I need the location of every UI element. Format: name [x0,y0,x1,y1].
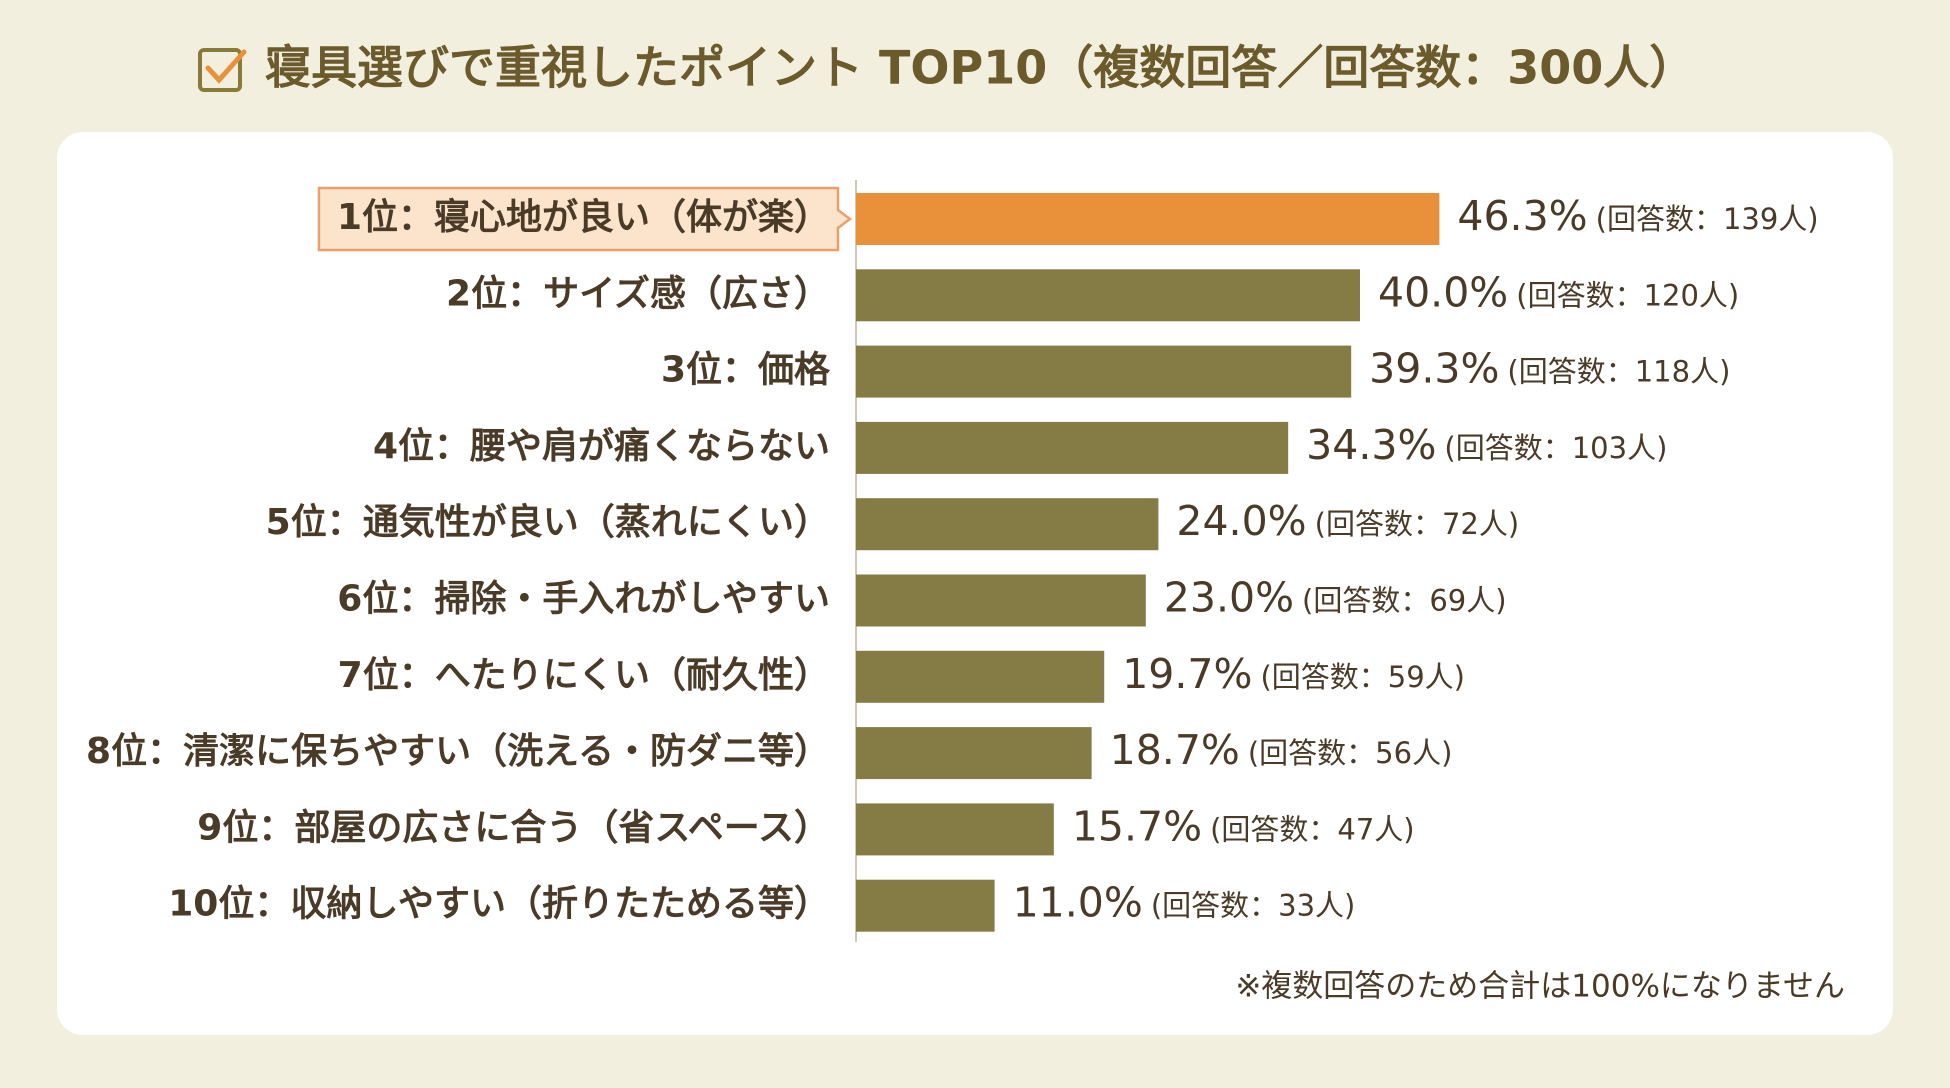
category-label: 7位：へたりにくい（耐久性） [338,655,830,696]
value-label: 24.0% [1176,497,1306,545]
value-label: 18.7% [1110,726,1240,774]
category-label: 3位：価格 [661,350,831,391]
value-label: 19.7% [1122,650,1252,698]
category-label: 1位：寝心地が良い（体が楽） [337,196,830,238]
bar [856,345,1352,398]
category-label: 8位：清潔に保ちやすい（洗える・防ダニ等） [86,731,830,772]
count-label: (回答数：72人) [1315,507,1520,541]
value-label: 15.7% [1072,802,1202,850]
highlight-box [317,186,853,252]
footnote: ※複数回答のため合計は100%になりません [1235,969,1845,1005]
chart-title: 寝具選びで重視したポイント TOP10（複数回答／回答数：300人） [265,41,1695,95]
value-label: 46.3% [1457,192,1587,240]
value-label: 34.3% [1306,421,1436,469]
count-label: (回答数：47人) [1210,812,1415,846]
bar [856,727,1092,780]
check-icon [198,48,247,92]
count-label: (回答数：118人) [1507,355,1730,389]
category-label: 4位：腰や肩が痛くならない [373,425,830,467]
count-label: (回答数：59人) [1260,660,1465,694]
category-label: 5位：通気性が良い（蒸れにくい） [266,502,830,543]
bar [856,574,1146,627]
count-label: (回答数：69人) [1302,584,1507,618]
count-label: (回答数：56人) [1248,736,1453,770]
bar [856,193,1440,245]
category-label: 6位：掃除・手入れがしやすい [337,579,830,620]
bar [856,879,995,932]
value-label: 11.0% [1013,879,1143,927]
bar [856,498,1159,551]
category-label: 10位：収納しやすい（折りたためる等） [168,884,830,925]
bar [856,269,1360,322]
category-label: 2位：サイズ感（広さ） [446,272,830,314]
count-label: (回答数：103人) [1444,431,1667,465]
category-label: 9位：部屋の広さに合う（省スペース） [197,807,830,848]
count-label: (回答数：139人) [1596,202,1819,236]
bar [856,421,1289,474]
value-label: 40.0% [1378,268,1508,316]
value-label: 23.0% [1164,574,1294,622]
count-label: (回答数：33人) [1151,889,1356,923]
bar [856,650,1105,703]
bar [856,803,1054,856]
value-label: 39.3% [1369,345,1499,393]
count-label: (回答数：120人) [1516,278,1739,312]
